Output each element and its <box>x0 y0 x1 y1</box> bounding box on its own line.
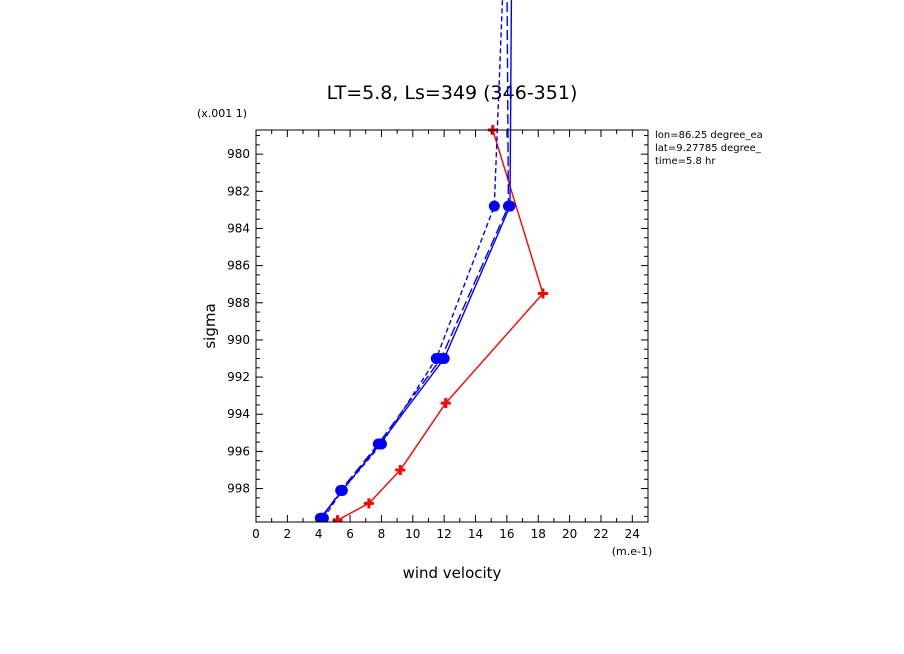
y-tick-label: 982 <box>227 184 250 198</box>
meta-time: time=5.8 hr <box>655 156 716 167</box>
y-axis-label: sigma <box>201 303 219 348</box>
metadata-block: lon=86.25 degree_ea lat=9.27785 degree_ … <box>655 130 763 167</box>
x-tick-label: 22 <box>593 527 608 541</box>
x-tick-label: 20 <box>562 527 577 541</box>
x-tick-label: 4 <box>315 527 323 541</box>
series-line <box>337 129 544 521</box>
series-layer <box>314 0 548 522</box>
x-tick-label: 0 <box>252 527 260 541</box>
series-1 <box>314 0 516 522</box>
y-tick-label: 980 <box>227 147 250 161</box>
x-tick-label: 18 <box>531 527 546 541</box>
x-tick-label: 8 <box>378 527 386 541</box>
x-tick-label: 2 <box>284 527 292 541</box>
y-tick-label: 988 <box>227 296 250 310</box>
x-tick-label: 6 <box>346 527 354 541</box>
series-0 <box>332 125 548 522</box>
series-line <box>321 0 510 519</box>
chart-title: LT=5.8, Ls=349 (346-351) <box>327 82 578 104</box>
data-point <box>537 288 548 299</box>
series-line <box>322 0 504 519</box>
x-tick-label: 24 <box>625 527 640 541</box>
y-unit-label: (x.001 1) <box>197 107 247 120</box>
y-tick-label: 996 <box>227 444 250 458</box>
series-line <box>319 0 513 519</box>
x-tick-label: 14 <box>468 527 483 541</box>
y-tick-label: 984 <box>227 221 250 235</box>
data-point <box>363 498 374 509</box>
meta-lat: lat=9.27785 degree_ <box>655 143 762 154</box>
data-point <box>336 484 348 496</box>
y-tick-label: 998 <box>227 482 250 496</box>
data-point <box>502 200 514 212</box>
y-tick-label: 990 <box>227 333 250 347</box>
x-tick-label: 16 <box>499 527 514 541</box>
axes-layer: 0 2 4 6 8 10 12 14 16 18 20 22 249809829849869889909… <box>227 130 649 541</box>
data-point <box>375 438 387 450</box>
x-axis-label: wind velocity <box>403 564 502 582</box>
series-3 <box>317 0 504 522</box>
y-tick-label: 986 <box>227 259 250 273</box>
data-point <box>395 464 406 475</box>
series-2 <box>316 0 514 522</box>
y-tick-label: 992 <box>227 370 250 384</box>
data-point <box>440 398 451 409</box>
data-point <box>430 353 442 365</box>
y-tick-label: 994 <box>227 407 250 421</box>
x-tick-label: 10 <box>405 527 420 541</box>
x-tick-label: 12 <box>437 527 452 541</box>
data-point <box>488 200 500 212</box>
plot-frame <box>255 129 649 523</box>
meta-lon: lon=86.25 degree_ea <box>655 130 763 141</box>
x-unit-label: (m.e-1) <box>612 545 653 558</box>
